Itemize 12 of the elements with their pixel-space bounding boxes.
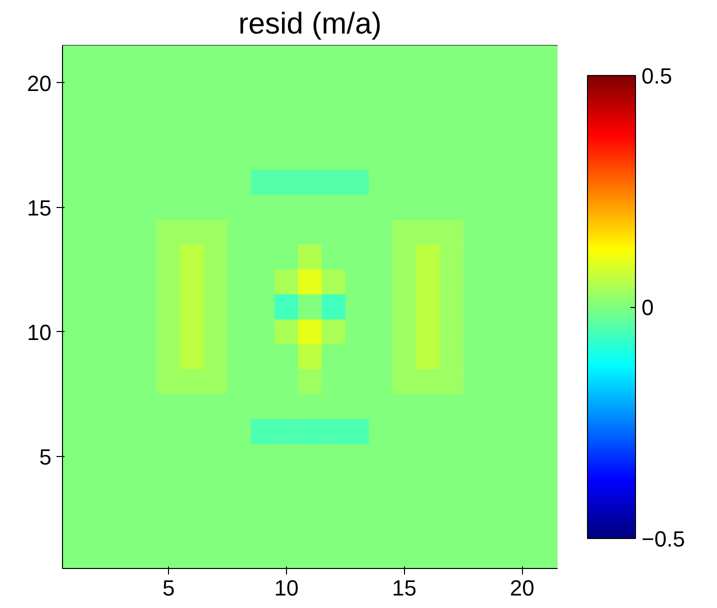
y-tick-label: 10 [27, 320, 52, 345]
x-tick-label: 5 [162, 576, 175, 600]
color-bar-label: −0.5 [642, 526, 685, 552]
chart-title: resid (m/a) [238, 8, 382, 40]
color-bar-label: 0.5 [642, 64, 672, 88]
color-bar-label: 0 [642, 295, 654, 320]
x-tick-label: 20 [510, 576, 534, 600]
y-tick-label: 15 [27, 195, 52, 220]
x-tick-label: 15 [392, 576, 417, 600]
x-tick-label: 10 [274, 576, 299, 600]
y-tick-label: 20 [27, 70, 52, 96]
y-tick-label: 5 [39, 444, 52, 470]
